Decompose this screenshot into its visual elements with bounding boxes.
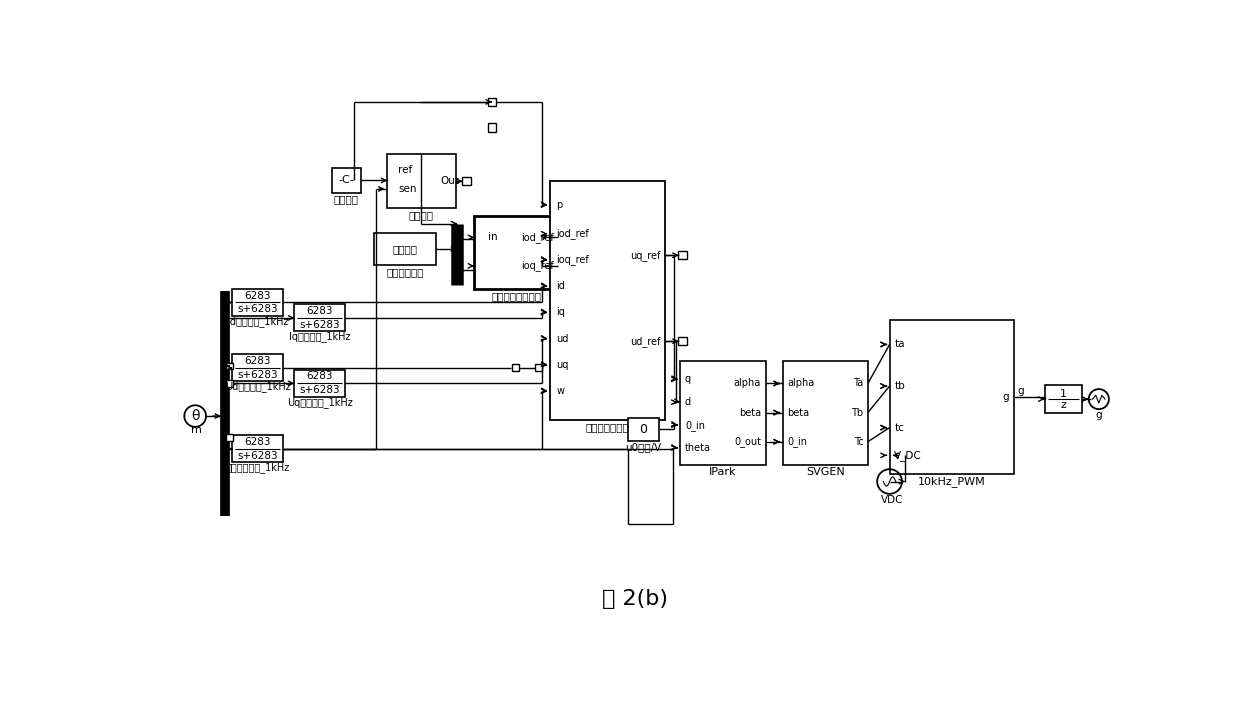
Text: Uq低通滤波_1kHz: Uq低通滤波_1kHz xyxy=(286,396,352,408)
Text: 图 2(b): 图 2(b) xyxy=(602,589,668,610)
Text: 10kHz_PWM: 10kHz_PWM xyxy=(918,476,985,487)
Text: Ta: Ta xyxy=(852,379,864,389)
Text: w: w xyxy=(556,387,564,396)
FancyBboxPatch shape xyxy=(783,360,867,464)
Text: iq: iq xyxy=(556,307,565,317)
Text: Ud低通滤波_1kHz: Ud低通滤波_1kHz xyxy=(224,382,290,392)
Text: 转速调节: 转速调节 xyxy=(409,210,434,220)
Text: Id低通滤波_1kHz: Id低通滤波_1kHz xyxy=(227,316,289,327)
Text: beta: beta xyxy=(738,408,761,418)
Text: 最小损耗控制模块: 最小损耗控制模块 xyxy=(491,291,541,301)
Text: 0: 0 xyxy=(639,423,647,435)
FancyBboxPatch shape xyxy=(225,362,233,370)
FancyBboxPatch shape xyxy=(225,434,233,441)
FancyBboxPatch shape xyxy=(1044,385,1082,413)
FancyBboxPatch shape xyxy=(388,154,456,208)
Text: ta: ta xyxy=(895,339,904,350)
Text: ref: ref xyxy=(398,165,413,175)
Text: tc: tc xyxy=(895,423,904,433)
FancyBboxPatch shape xyxy=(890,320,1014,474)
Text: p: p xyxy=(556,200,563,210)
FancyBboxPatch shape xyxy=(628,418,659,440)
FancyBboxPatch shape xyxy=(488,123,497,132)
FancyBboxPatch shape xyxy=(295,304,344,331)
Text: ud_ref: ud_ref xyxy=(631,336,660,347)
Text: IPark: IPark xyxy=(709,467,737,477)
Text: 0_in: 0_in xyxy=(787,436,808,447)
Text: 6283: 6283 xyxy=(244,290,271,301)
FancyBboxPatch shape xyxy=(550,181,665,420)
Text: 6283: 6283 xyxy=(306,306,333,316)
Text: in: in xyxy=(488,232,498,242)
Text: uq: uq xyxy=(556,360,569,370)
FancyBboxPatch shape xyxy=(374,233,436,265)
Text: 系统参数: 系统参数 xyxy=(393,244,418,254)
Text: 0_out: 0_out xyxy=(733,436,761,447)
Text: id: id xyxy=(556,281,565,291)
Text: q: q xyxy=(685,375,691,384)
Text: s+6283: s+6283 xyxy=(237,451,278,461)
Text: 6283: 6283 xyxy=(244,437,271,447)
Text: z: z xyxy=(1061,400,1066,410)
Text: g: g xyxy=(1095,409,1103,420)
Text: s+6283: s+6283 xyxy=(300,385,339,395)
Text: uq_ref: uq_ref xyxy=(631,250,660,261)
FancyBboxPatch shape xyxy=(332,168,361,193)
Text: ud: ud xyxy=(556,333,569,344)
FancyBboxPatch shape xyxy=(295,370,344,396)
Text: ioq_ref: ioq_ref xyxy=(556,255,589,266)
Text: θ: θ xyxy=(191,409,199,423)
FancyBboxPatch shape xyxy=(462,177,471,185)
Text: d: d xyxy=(685,397,691,407)
Text: -C-: -C- xyxy=(338,176,354,185)
Text: 转速低通滤波_1kHz: 转速低通滤波_1kHz xyxy=(225,462,290,473)
FancyBboxPatch shape xyxy=(512,365,519,372)
Text: 6283: 6283 xyxy=(306,372,333,382)
Text: VDC: VDC xyxy=(881,495,903,505)
Text: s+6283: s+6283 xyxy=(300,320,339,330)
FancyBboxPatch shape xyxy=(225,380,233,387)
Text: sen: sen xyxy=(398,184,416,194)
Text: Tb: Tb xyxy=(851,408,864,418)
Text: s+6283: s+6283 xyxy=(237,370,278,380)
Text: Iq低通滤波_1kHz: Iq低通滤波_1kHz xyxy=(289,331,351,342)
Text: beta: beta xyxy=(787,408,809,418)
FancyBboxPatch shape xyxy=(680,360,766,464)
Text: 系统参数设定: 系统参数设定 xyxy=(387,267,424,277)
Text: 0_in: 0_in xyxy=(685,420,705,430)
Text: s+6283: s+6283 xyxy=(237,304,278,314)
Text: alpha: alpha xyxy=(733,379,761,389)
FancyBboxPatch shape xyxy=(475,216,558,289)
FancyBboxPatch shape xyxy=(233,435,282,462)
Text: tb: tb xyxy=(895,381,904,391)
Text: V_DC: V_DC xyxy=(895,450,922,461)
Text: theta: theta xyxy=(685,443,711,453)
FancyBboxPatch shape xyxy=(488,98,497,106)
Text: g: g xyxy=(1002,392,1009,402)
Text: 6283: 6283 xyxy=(244,356,271,366)
Text: Out: Out xyxy=(440,176,460,186)
FancyBboxPatch shape xyxy=(535,365,541,372)
Text: u0给定/V: u0给定/V xyxy=(624,442,662,452)
Text: Tc: Tc xyxy=(854,437,864,447)
Text: iod_ref: iod_ref xyxy=(556,228,589,239)
FancyBboxPatch shape xyxy=(233,289,282,316)
Text: m: m xyxy=(191,425,202,435)
Text: g: g xyxy=(1017,387,1025,396)
Text: SVGEN: SVGEN xyxy=(805,467,845,477)
Text: ioq_ref: ioq_ref xyxy=(522,261,554,271)
FancyBboxPatch shape xyxy=(679,251,686,259)
Text: iod_ref: iod_ref xyxy=(522,232,554,243)
Text: 转速给定: 转速给定 xyxy=(333,194,359,204)
Text: 1: 1 xyxy=(1059,389,1067,399)
FancyBboxPatch shape xyxy=(679,337,686,346)
FancyBboxPatch shape xyxy=(233,355,282,382)
Text: alpha: alpha xyxy=(787,379,814,389)
Text: 电流最优调节器: 电流最优调节器 xyxy=(586,423,629,433)
